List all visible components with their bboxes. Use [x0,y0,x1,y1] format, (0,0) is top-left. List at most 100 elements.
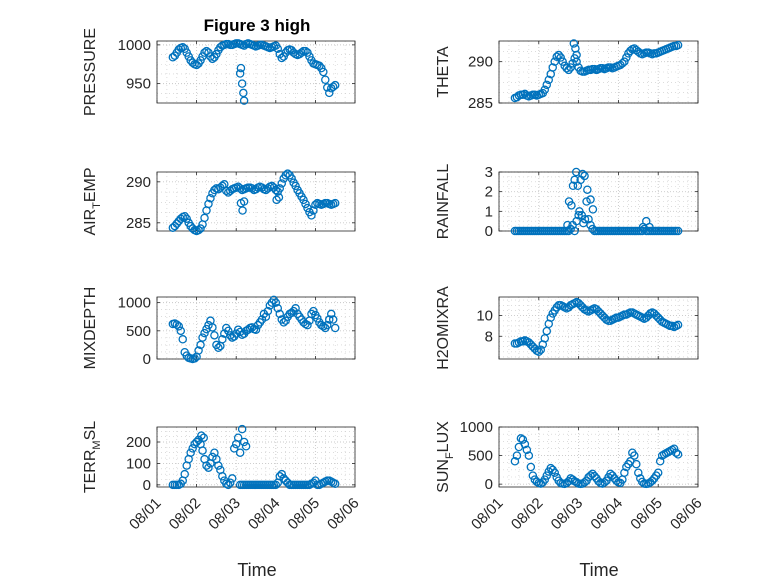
y-tick-label: 10 [476,308,493,325]
data-point [261,312,271,321]
y-tick-label: 500 [126,323,151,340]
data-point [291,304,300,313]
x-tick-label: 08/06 [667,495,706,534]
x-tick-label: 08/01 [468,495,507,534]
y-tick-label: 100 [126,455,151,472]
data-point [528,471,538,480]
data-point [580,214,590,224]
data-point [174,322,184,331]
x-tick-label: 08/03 [548,495,587,534]
data-point [233,433,243,442]
data-point [235,184,245,193]
data-point [321,75,330,85]
data-point [202,324,211,334]
data-point [319,67,328,77]
y-tick-label: 0 [143,477,151,494]
data-point [510,457,520,466]
data-point [563,220,572,230]
data-point [277,179,286,188]
data-point [241,442,251,451]
data-point [638,477,647,487]
data-point [588,205,598,214]
data-point [231,329,241,338]
data-point [328,82,338,91]
data-point [273,44,283,54]
data-point [524,451,534,460]
data-point [309,206,318,215]
data-point [640,224,649,234]
data-point [272,195,281,205]
data-point [303,320,312,330]
data-point [178,335,187,344]
data-point [534,347,544,357]
data-point [630,451,639,460]
x-tick-label: 08/04 [587,495,626,534]
data-point [194,435,203,445]
data-point [542,326,552,336]
x-tick-label: 08/03 [205,495,244,534]
data-point [237,424,247,434]
axes-box [156,171,356,232]
data-point [313,314,322,323]
data-point [618,59,627,68]
y-tick-label: 0 [143,351,151,368]
data-point [328,315,338,324]
data-point [178,42,187,52]
data-point [632,459,641,469]
subplot-rainfall: 0 1 2 3 RAINFALL [435,164,699,240]
data-point [564,226,573,236]
y-tick-label: 200 [126,434,151,451]
data-point [224,326,233,336]
data-point [540,85,550,95]
data-point [275,309,285,319]
data-point [182,214,191,223]
data-point [279,318,288,327]
data-point [291,181,300,191]
data-point [580,478,589,487]
data-point [180,469,189,479]
data-point [210,331,219,340]
data-point [186,448,195,457]
data-point [199,433,208,442]
data-point [325,315,334,324]
data-point [238,206,247,215]
data-point [562,64,571,73]
data-point [566,63,575,72]
data-point [239,96,249,105]
axes-box [498,426,699,488]
data-point [569,39,579,48]
data-point [536,345,546,354]
data-point [274,193,284,202]
y-tick-label: 950 [126,76,151,93]
data-point [588,224,597,234]
subplot-theta: 285 290 THETA [435,39,699,112]
data-point [198,446,207,455]
data-point [330,80,340,90]
data-point [275,184,285,193]
data-point [311,200,320,210]
y-axis-label: H2OMIXRA [435,286,452,370]
data-point [655,457,665,466]
axes-box [498,296,699,360]
y-axis-label: RAINFALL [435,164,452,240]
data-point [520,439,530,449]
data-point [277,469,286,479]
data-point [301,199,310,209]
x-tick-label: 08/02 [166,495,205,534]
data-point [634,468,643,477]
data-point [546,313,555,322]
data-point [564,65,573,75]
data-point [224,480,233,490]
data-point [556,53,565,62]
data-point [548,63,557,72]
data-point [673,320,683,330]
data-point [239,88,248,98]
data-point [540,475,550,484]
data-point [542,80,552,90]
y-tick-label: 290 [126,174,151,191]
data-point [297,48,306,57]
data-point [226,478,235,487]
data-point [309,306,318,316]
data-point [287,174,296,183]
